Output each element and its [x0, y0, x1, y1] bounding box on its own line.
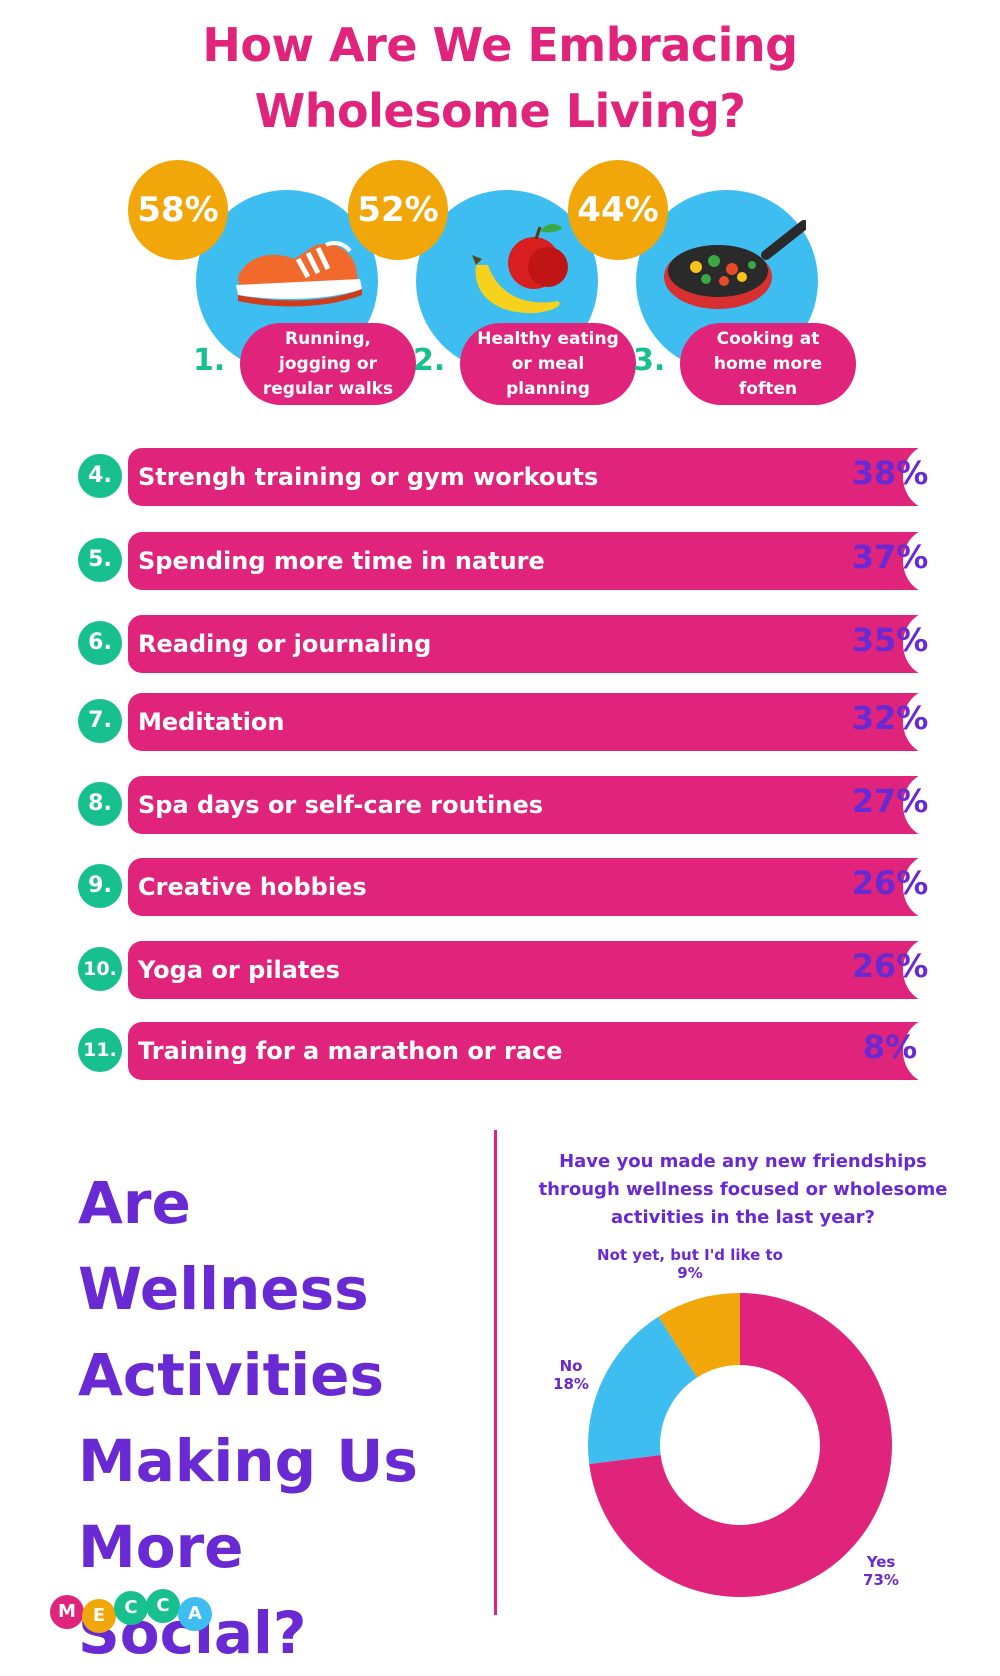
slice-name: Yes — [866, 1553, 896, 1571]
rank-number: 3. — [633, 343, 666, 378]
activity-label: Cooking at home more foften — [680, 323, 856, 405]
activity-value: 27% — [851, 782, 929, 820]
rank-badge: 7. — [78, 699, 122, 743]
activity-row: 11. Training for a marathon or race 8% — [78, 1018, 963, 1084]
activity-label: Reading or journaling — [138, 630, 432, 658]
activity-row: 5. Spending more time in nature 37% — [78, 528, 963, 594]
bar-notch — [903, 444, 963, 510]
bar-notch — [903, 611, 963, 677]
frying-pan-icon — [664, 220, 806, 309]
section-divider — [494, 1130, 497, 1615]
section-title-line: Making Us — [78, 1427, 418, 1495]
mecca-logo: M E C C A — [50, 1585, 230, 1633]
rank-badge: 11. — [78, 1028, 122, 1072]
percent-bubble: 52% — [348, 160, 448, 260]
activity-row: 6. Reading or journaling 35% — [78, 611, 963, 677]
logo-letter: M — [50, 1595, 84, 1629]
rank-badge: 5. — [78, 538, 122, 582]
logo-letter: A — [178, 1597, 212, 1631]
slice-name: No — [559, 1357, 583, 1375]
activity-value: 26% — [851, 864, 929, 902]
activity-bar — [128, 448, 940, 506]
bar-notch — [903, 854, 963, 920]
activity-bar — [128, 615, 940, 673]
logo-letter: E — [82, 1599, 116, 1633]
donut-slice-not — [658, 1293, 740, 1378]
percent-bubble: 44% — [568, 160, 668, 260]
top-activity-3: 44% Cooking at home more foften 3. — [568, 160, 878, 420]
percent-bubble: 58% — [128, 160, 228, 260]
activity-bar — [128, 776, 940, 834]
activity-value: 26% — [851, 947, 929, 985]
activity-label: Meditation — [138, 708, 285, 736]
activity-bar — [128, 858, 940, 916]
page-title-line-1: How Are We Embracing — [202, 18, 798, 72]
donut-slice-no — [588, 1316, 698, 1465]
rank-badge: 6. — [78, 621, 122, 665]
activity-value: 32% — [851, 699, 929, 737]
activity-label: Spa days or self-care routines — [138, 791, 544, 819]
survey-question: Have you made any new friendships throug… — [538, 1151, 948, 1228]
bar-notch — [903, 1018, 963, 1084]
activity-label: Yoga or pilates — [138, 956, 340, 984]
slice-name: Not yet, but I'd like to — [597, 1246, 783, 1264]
section-title-line: Are Wellness — [78, 1169, 369, 1323]
section-title-line: Activities — [78, 1341, 385, 1409]
activity-row: 4. Strengh training or gym workouts 38% — [78, 444, 963, 510]
top-activity-2: 52% Healthy eating or meal planning 2. — [348, 160, 658, 420]
activity-value: 8% — [862, 1028, 918, 1066]
logo-letter: C — [114, 1591, 148, 1625]
page-title-line-2: Wholesome Living? — [254, 84, 746, 138]
bar-notch — [903, 937, 963, 1003]
fruit-icon — [472, 224, 568, 314]
activity-value: 35% — [851, 621, 929, 659]
activity-label: Spending more time in nature — [138, 547, 545, 575]
slice-label-no: No 18% — [546, 1357, 596, 1393]
donut-slice-yes — [589, 1293, 892, 1597]
slice-label-yes: Yes 73% — [856, 1553, 906, 1589]
rank-badge: 9. — [78, 864, 122, 908]
activity-value: 38% — [851, 454, 929, 492]
slice-value: 9% — [677, 1264, 703, 1282]
activity-bar — [128, 941, 940, 999]
activity-label: Training for a marathon or race — [138, 1037, 563, 1065]
activity-bar — [128, 1022, 940, 1080]
rank-number: 2. — [413, 343, 446, 378]
activity-bar — [128, 693, 940, 751]
rank-badge: 10. — [78, 947, 122, 991]
activity-label: Creative hobbies — [138, 873, 367, 901]
activity-label: Running, jogging or regular walks — [240, 323, 416, 405]
activity-row: 10. Yoga or pilates 26% — [78, 937, 963, 1003]
bar-notch — [903, 528, 963, 594]
activity-row: 7. Meditation 32% — [78, 689, 963, 755]
slice-label-not-yet: Not yet, but I'd like to 9% — [590, 1246, 790, 1282]
friendship-donut-chart — [588, 1293, 892, 1597]
rank-badge: 8. — [78, 782, 122, 826]
bar-notch — [903, 772, 963, 838]
activity-label: Healthy eating or meal planning — [460, 323, 636, 405]
activity-row: 8. Spa days or self-care routines 27% — [78, 772, 963, 838]
activity-value: 37% — [851, 538, 929, 576]
activity-bar — [128, 532, 940, 590]
top-activity-1: 58% Running, jogging or regular walks 1. — [128, 160, 438, 420]
running-shoe-icon — [236, 241, 362, 307]
bar-notch — [903, 689, 963, 755]
slice-value: 18% — [553, 1375, 589, 1393]
logo-letter: C — [146, 1589, 180, 1623]
activity-row: 9. Creative hobbies 26% — [78, 854, 963, 920]
rank-badge: 4. — [78, 454, 122, 498]
slice-value: 73% — [863, 1571, 899, 1589]
rank-number: 1. — [193, 343, 226, 378]
activity-label: Strengh training or gym workouts — [138, 463, 599, 491]
